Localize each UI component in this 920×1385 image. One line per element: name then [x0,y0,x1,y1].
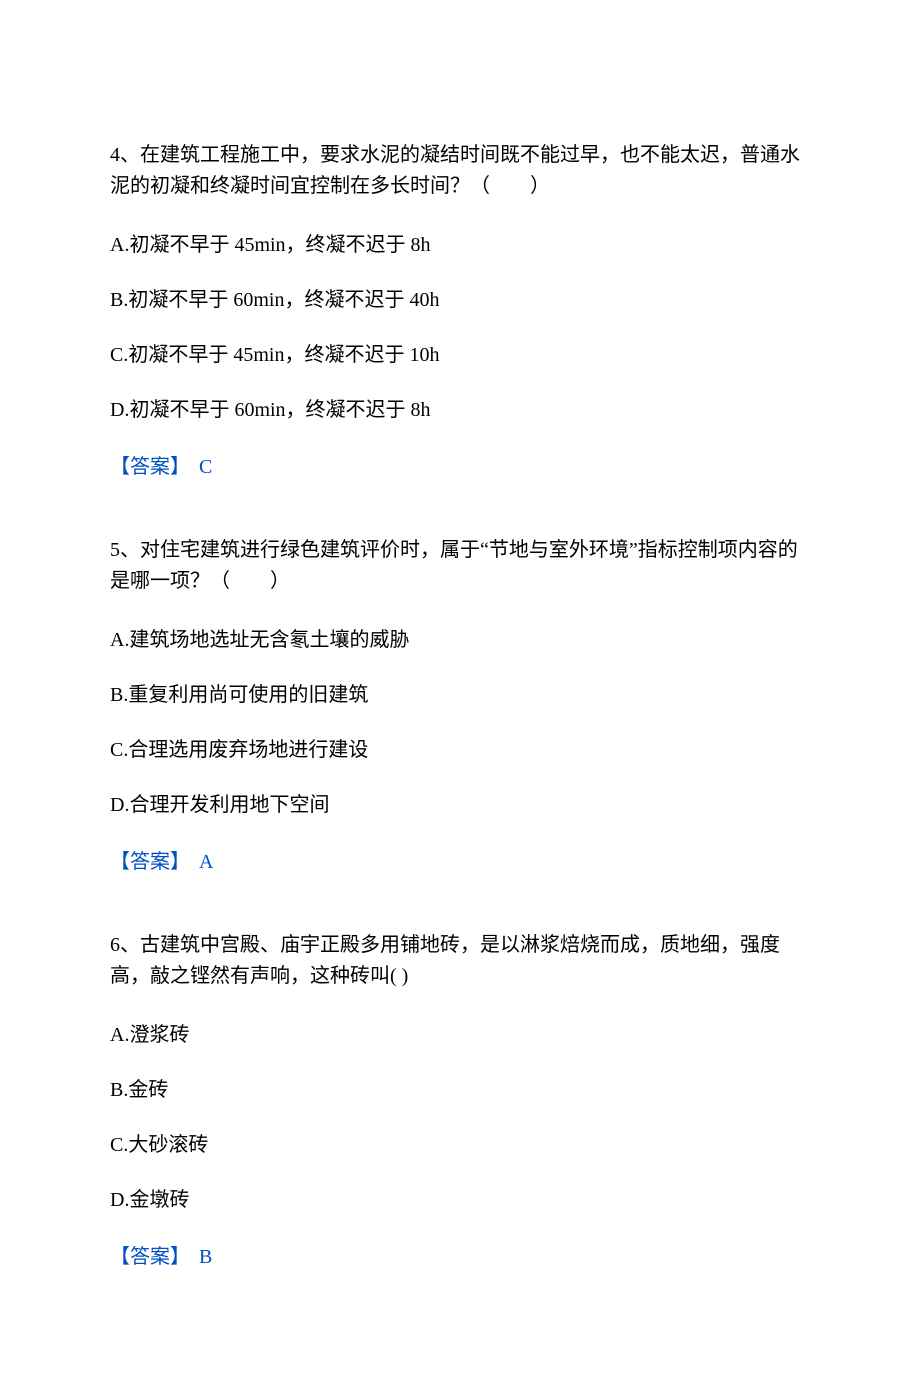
question-number: 5、 [110,539,140,561]
question-stem: 5、对住宅建筑进行绿色建筑评价时，属于“节地与室外环境”指标控制项内容的是哪一项… [110,535,810,597]
option-a: A.澄浆砖 [110,1020,810,1051]
question-text: 对住宅建筑进行绿色建筑评价时，属于“节地与室外环境”指标控制项内容的是哪一项？（… [110,539,798,592]
answer-line: 【答案】 A [110,845,810,874]
question-block-6: 6、古建筑中宫殿、庙宇正殿多用铺地砖，是以淋浆焙烧而成，质地细，强度高，敲之铿然… [110,930,810,1269]
option-b: B.重复利用尚可使用的旧建筑 [110,680,810,711]
answer-label: 【答案】 [110,851,190,873]
answer-line: 【答案】 C [110,450,810,479]
option-c: C.大砂滚砖 [110,1130,810,1161]
answer-value: A [194,851,213,873]
question-stem: 4、在建筑工程施工中，要求水泥的凝结时间既不能过早，也不能太迟，普通水泥的初凝和… [110,140,810,202]
answer-value: B [194,1246,212,1268]
answer-value: C [194,456,212,478]
option-d: D.合理开发利用地下空间 [110,790,810,821]
answer-label: 【答案】 [110,456,190,478]
question-number: 6、 [110,934,140,956]
question-block-5: 5、对住宅建筑进行绿色建筑评价时，属于“节地与室外环境”指标控制项内容的是哪一项… [110,535,810,874]
option-d: D.初凝不早于 60min，终凝不迟于 8h [110,395,810,426]
answer-label: 【答案】 [110,1246,190,1268]
question-text: 古建筑中宫殿、庙宇正殿多用铺地砖，是以淋浆焙烧而成，质地细，强度高，敲之铿然有声… [110,934,780,987]
question-stem: 6、古建筑中宫殿、庙宇正殿多用铺地砖，是以淋浆焙烧而成，质地细，强度高，敲之铿然… [110,930,810,992]
option-c: C.初凝不早于 45min，终凝不迟于 10h [110,340,810,371]
option-a: A.初凝不早于 45min，终凝不迟于 8h [110,230,810,261]
option-a: A.建筑场地选址无含氡土壤的威胁 [110,625,810,656]
option-b: B.初凝不早于 60min，终凝不迟于 40h [110,285,810,316]
question-block-4: 4、在建筑工程施工中，要求水泥的凝结时间既不能过早，也不能太迟，普通水泥的初凝和… [110,140,810,479]
option-c: C.合理选用废弃场地进行建设 [110,735,810,766]
question-number: 4、 [110,144,140,166]
question-text: 在建筑工程施工中，要求水泥的凝结时间既不能过早，也不能太迟，普通水泥的初凝和终凝… [110,144,800,197]
option-d: D.金墩砖 [110,1185,810,1216]
option-b: B.金砖 [110,1075,810,1106]
answer-line: 【答案】 B [110,1240,810,1269]
